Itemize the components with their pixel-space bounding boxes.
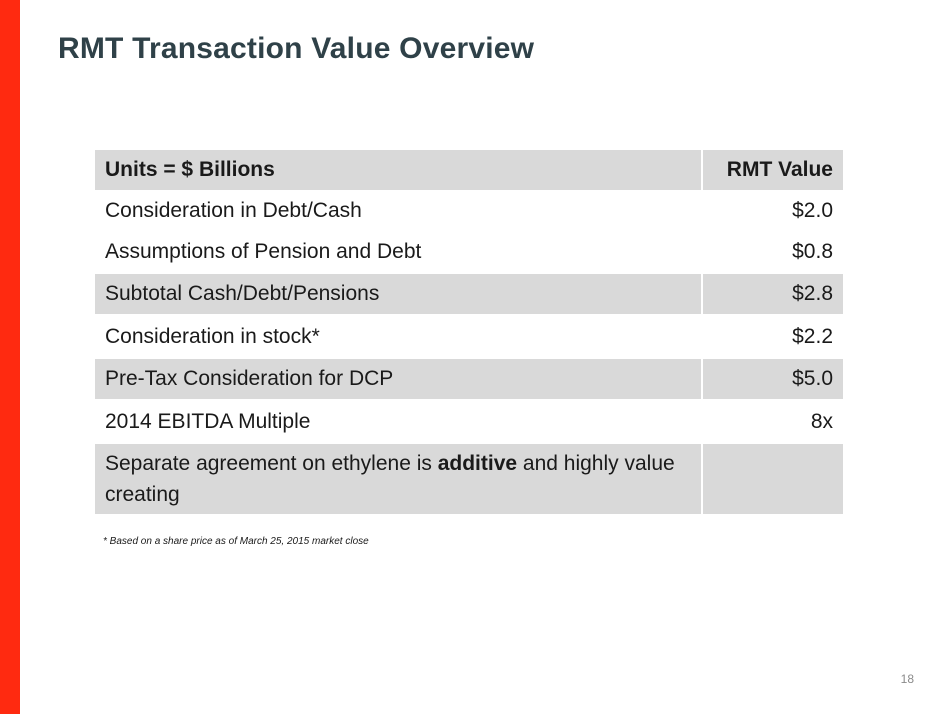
row-value: $2.2 xyxy=(701,315,843,358)
row-value: $2.8 xyxy=(701,272,843,316)
page-number: 18 xyxy=(900,672,914,686)
note-text-bold: additive xyxy=(437,452,518,475)
row-label: Subtotal Cash/Debt/Pensions xyxy=(95,272,702,316)
row-value: $0.8 xyxy=(701,231,843,273)
row-value: $5.0 xyxy=(701,357,843,401)
table-row: Consideration in Debt/Cash $2.0 xyxy=(95,190,843,231)
table-row-note: Separate agreement on ethylene is additi… xyxy=(95,442,843,514)
header-value-label: RMT Value xyxy=(701,150,843,190)
header-units-label: Units = $ Billions xyxy=(95,150,702,190)
table-header-row: Units = $ Billions RMT Value xyxy=(95,150,843,190)
accent-bar xyxy=(0,0,20,714)
row-value: 8x xyxy=(701,400,843,443)
row-label: Assumptions of Pension and Debt xyxy=(95,231,702,273)
value-overview-table: Units = $ Billions RMT Value Considerati… xyxy=(95,150,843,514)
table-row-subtotal: Subtotal Cash/Debt/Pensions $2.8 xyxy=(95,272,843,316)
note-text-after: and highly value creating xyxy=(105,452,675,506)
note-text-before: Separate agreement on ethylene is xyxy=(105,452,438,475)
row-label: Consideration in stock* xyxy=(95,315,702,358)
row-label: 2014 EBITDA Multiple xyxy=(95,400,702,443)
row-label: Consideration in Debt/Cash xyxy=(95,190,702,231)
footnote: * Based on a share price as of March 25,… xyxy=(103,536,369,547)
table-row: Consideration in stock* $2.2 xyxy=(95,315,843,358)
note-text: Separate agreement on ethylene is additi… xyxy=(95,442,702,514)
row-value: $2.0 xyxy=(701,190,843,231)
slide-title: RMT Transaction Value Overview xyxy=(58,32,535,65)
note-value xyxy=(701,442,843,514)
table-row: 2014 EBITDA Multiple 8x xyxy=(95,400,843,443)
table-row: Assumptions of Pension and Debt $0.8 xyxy=(95,231,843,273)
row-label: Pre-Tax Consideration for DCP xyxy=(95,357,702,401)
table-row-total: Pre-Tax Consideration for DCP $5.0 xyxy=(95,357,843,401)
